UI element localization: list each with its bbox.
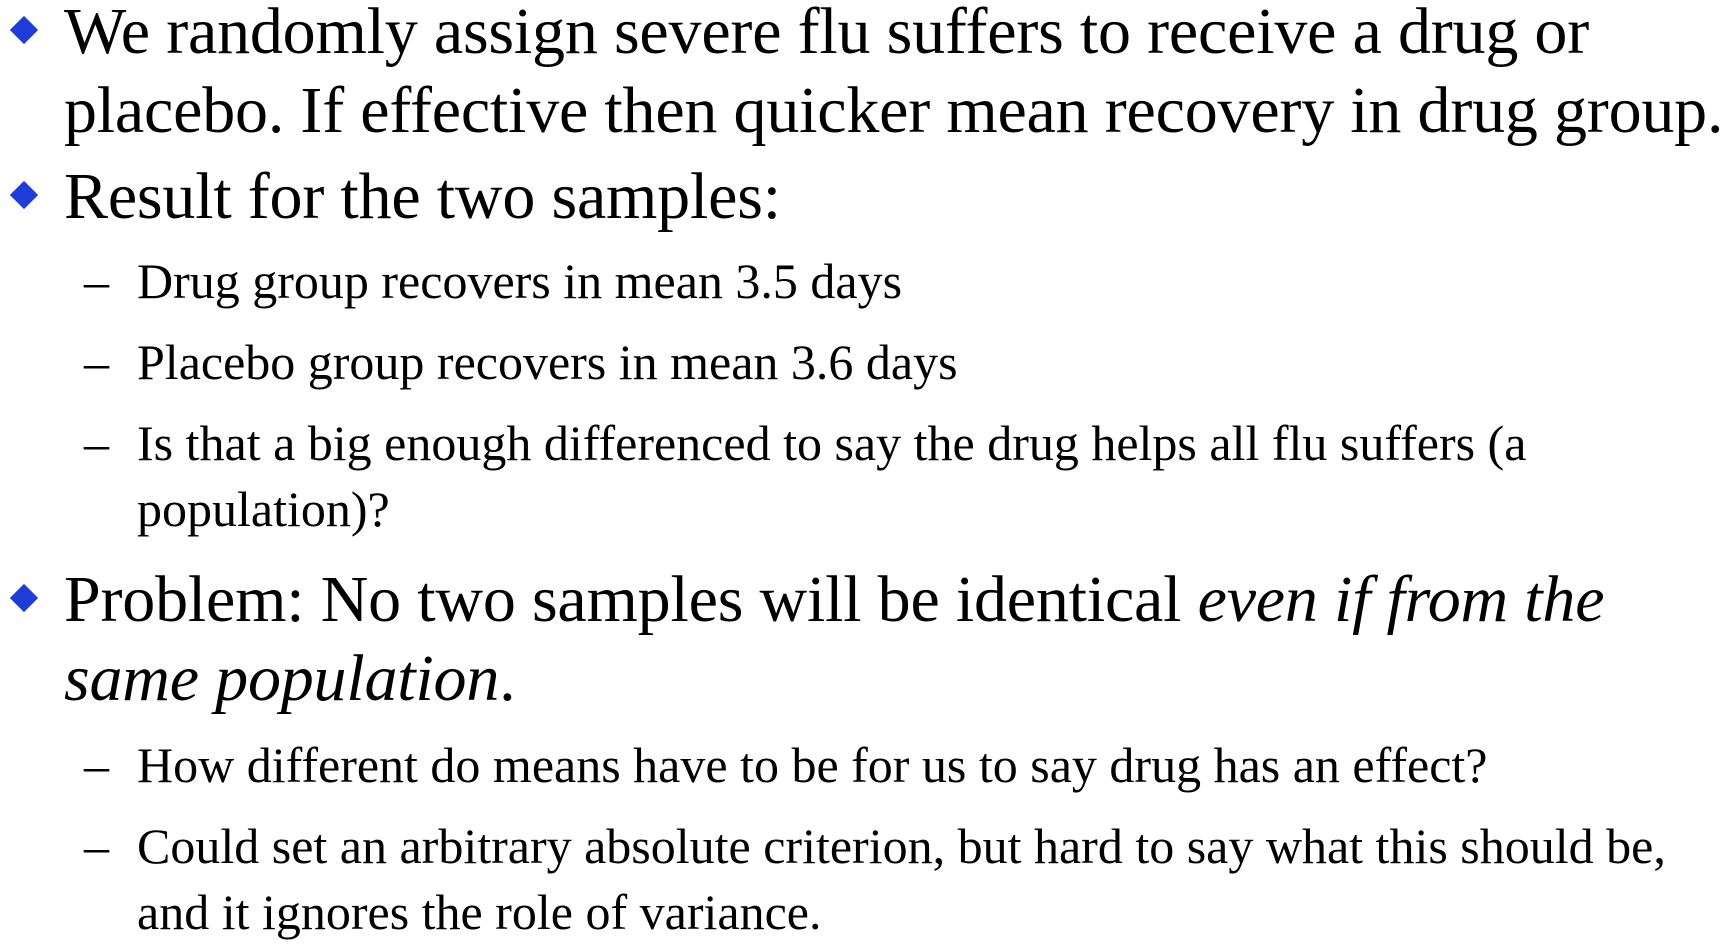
sub-bullet-text: How different do means have to be for us… [137,737,1488,793]
dash-icon: – [84,737,109,793]
dash-icon: – [84,253,109,309]
bullet-3-text: Problem: No two samples will be identica… [64,560,1724,718]
sub-bullet-text: Could set an arbitrary absolute criterio… [137,818,1666,940]
sub-bullet-text: Drug group recovers in mean 3.5 days [137,253,903,309]
dash-icon: – [84,334,109,390]
bullet-2-text: Result for the two samples: [64,160,781,233]
diamond-bullet-icon [9,583,39,613]
bullet-3-text-italic: even if from the same population [64,563,1605,715]
sub-bullet-text: Is that a big enough differenced to say … [137,415,1527,537]
bullet-1-text: We randomly assign severe flu suffers to… [64,0,1724,147]
sub-bullet-text: Placebo group recovers in mean 3.6 days [137,334,958,390]
diamond-bullet-icon [9,180,39,210]
diamond-bullet-icon [9,15,39,45]
dash-icon: – [84,415,109,471]
bullet-3-text-post: . [499,642,516,715]
bullet-3-text-pre: Problem: No two samples will be identica… [64,563,1198,636]
dash-icon: – [84,818,109,874]
